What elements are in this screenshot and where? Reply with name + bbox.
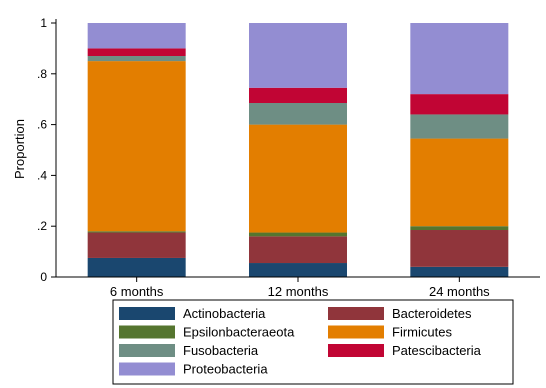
- bar-segment-actinobacteria-1: [249, 263, 347, 277]
- bar-segment-patescibacteria-2: [410, 94, 509, 115]
- legend-swatch-epsilonbacteraeota: [119, 325, 175, 339]
- bar-segment-fusobacteria-1: [249, 103, 347, 125]
- bar-segment-bacteroidetes-1: [249, 236, 347, 264]
- legend-label-proteobacteria: Proteobacteria: [183, 362, 268, 377]
- bar-segment-epsilonbacteraeota-1: [249, 232, 347, 237]
- legend: Actinobacteria Bacteroidetes Epsilonbacter…: [112, 299, 514, 385]
- bar-segment-epsilonbacteraeota-2: [410, 226, 509, 231]
- bar-segment-bacteroidetes-2: [410, 230, 509, 267]
- bar-segment-proteobacteria-2: [410, 23, 509, 95]
- bar-segment-fusobacteria-2: [410, 114, 509, 139]
- legend-label-actinobacteria: Actinobacteria: [183, 306, 266, 321]
- bar-segment-proteobacteria-0: [87, 23, 186, 49]
- legend-label-bacteroidetes: Bacteroidetes: [392, 306, 472, 321]
- x-tick-label: 24 months: [429, 284, 490, 299]
- bar-segment-patescibacteria-0: [87, 48, 186, 57]
- bar-segment-firmicutes-1: [249, 124, 347, 233]
- x-tick-label: 12 months: [268, 284, 329, 299]
- y-tick-label: .6: [37, 118, 47, 132]
- y-tick-label: .8: [37, 67, 47, 81]
- legend-label-fusobacteria: Fusobacteria: [183, 343, 259, 358]
- plot-area: [87, 23, 509, 277]
- bar-segment-actinobacteria-0: [87, 257, 186, 277]
- bar-segment-bacteroidetes-0: [87, 232, 186, 258]
- bar-segment-firmicutes-2: [410, 138, 509, 227]
- y-axis: 0 .2 .4 .6 .8 1: [37, 16, 57, 284]
- legend-label-firmicutes: Firmicutes: [392, 325, 452, 340]
- bar-segment-epsilonbacteraeota-0: [87, 231, 186, 233]
- legend-swatch-firmicutes: [328, 325, 384, 339]
- y-tick-label: .2: [37, 219, 47, 233]
- legend-swatch-proteobacteria: [119, 362, 175, 376]
- y-tick-label: .4: [37, 168, 47, 182]
- legend-label-patescibacteria: Patescibacteria: [392, 343, 482, 358]
- legend-label-epsilonbacteraeota: Epsilonbacteraeota: [183, 325, 295, 340]
- bar-segment-proteobacteria-1: [249, 23, 347, 88]
- bar-segment-fusobacteria-0: [87, 56, 186, 62]
- bar-segment-actinobacteria-2: [410, 266, 509, 277]
- legend-box: [112, 299, 514, 385]
- legend-swatch-bacteroidetes: [328, 307, 384, 320]
- bar-segment-patescibacteria-1: [249, 87, 347, 104]
- y-tick-label: 0: [40, 270, 47, 284]
- legend-swatch-patescibacteria: [328, 344, 384, 357]
- y-tick-label: 1: [40, 16, 47, 30]
- x-tick-label: 6 months: [110, 284, 164, 299]
- y-axis-label: Proportion: [12, 119, 27, 179]
- legend-swatch-fusobacteria: [119, 344, 175, 357]
- legend-swatch-actinobacteria: [119, 307, 175, 320]
- x-axis: 6 months 12 months 24 months: [56, 276, 540, 299]
- bar-segment-firmicutes-0: [87, 61, 186, 232]
